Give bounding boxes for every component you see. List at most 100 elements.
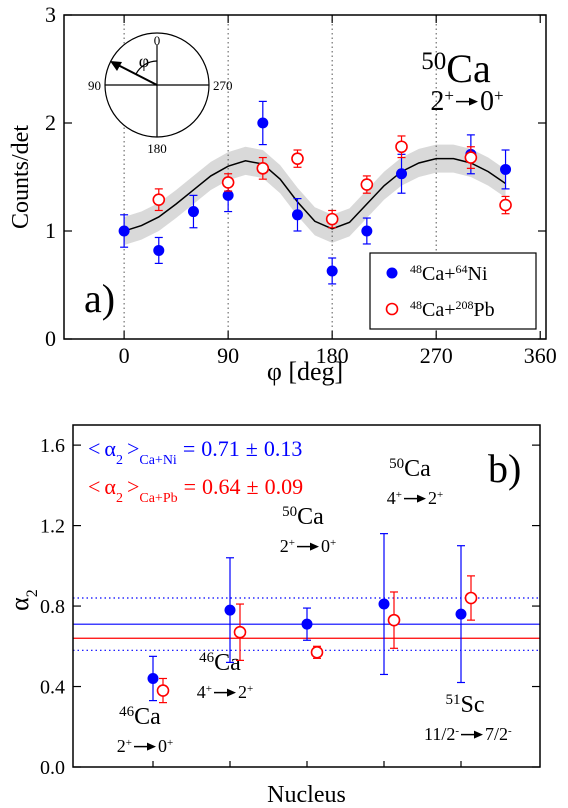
inset-arrowhead bbox=[110, 61, 122, 71]
transition-initial-part: + bbox=[396, 489, 402, 501]
x-tick-label: 360 bbox=[524, 343, 557, 368]
transition-final-part: 0 bbox=[321, 536, 330, 556]
average-label-part: > bbox=[127, 436, 139, 461]
x-tick-label: 180 bbox=[316, 343, 349, 368]
transition-initial-part: 2 bbox=[430, 86, 444, 117]
average-label-part: ± bbox=[246, 436, 258, 461]
average-label-part: < bbox=[88, 474, 100, 499]
transition-initial: 2+ bbox=[430, 86, 454, 118]
arrow-head bbox=[469, 97, 478, 106]
legend-label-part: Pb bbox=[474, 299, 495, 321]
data-point bbox=[361, 225, 373, 237]
data-point bbox=[291, 152, 304, 165]
transition-initial: 4+ bbox=[387, 488, 402, 508]
y-tick-label: 3 bbox=[45, 2, 56, 27]
nucleus-label: 51Sc bbox=[446, 692, 485, 718]
average-label-part: 0.64 bbox=[202, 474, 241, 499]
average-label-part: α bbox=[104, 474, 116, 499]
data-point bbox=[156, 684, 170, 697]
transition-initial-part: 2 bbox=[117, 736, 126, 756]
data-point bbox=[455, 608, 467, 620]
transition-initial-part: 4 bbox=[387, 488, 396, 508]
nucleus-label-part: 46 bbox=[199, 650, 215, 666]
y-tick-label: 0.8 bbox=[40, 596, 65, 618]
y-tick-label: 1.6 bbox=[40, 435, 65, 457]
data-point bbox=[387, 613, 401, 627]
legend-label-part: Ca+ bbox=[422, 299, 456, 321]
legend-label-part: Ni bbox=[468, 263, 488, 285]
transition-initial-part: + bbox=[289, 537, 295, 549]
fit-band bbox=[124, 144, 506, 246]
transition-initial-part: 2 bbox=[280, 536, 289, 556]
nucleus-label-part: Ca bbox=[297, 504, 324, 530]
legend-label-part: Ca+ bbox=[422, 263, 456, 285]
transition-final-part: + bbox=[437, 489, 443, 501]
legend-label: 48Ca+64Ni bbox=[410, 262, 488, 285]
transition-final-part: + bbox=[494, 86, 504, 105]
arrow-head bbox=[310, 542, 319, 551]
fit-curve bbox=[123, 157, 506, 232]
data-point bbox=[118, 225, 130, 237]
transition-initial-part: + bbox=[444, 86, 454, 105]
nucleus-label: 50Ca bbox=[389, 456, 431, 482]
transition-initial-part: - bbox=[455, 725, 459, 737]
data-point bbox=[233, 625, 247, 639]
data-point bbox=[464, 151, 478, 164]
transition-final-part: 2 bbox=[428, 488, 437, 508]
data-point bbox=[395, 140, 408, 154]
data-point bbox=[187, 206, 199, 218]
average-label-part: 2 bbox=[116, 453, 123, 468]
inset-label: 90 bbox=[88, 78, 101, 93]
y-tick-label: 1.2 bbox=[40, 516, 65, 538]
nucleus-label-part: Ca bbox=[404, 456, 431, 482]
transition-final: 0+ bbox=[158, 736, 173, 756]
average-label-part: Ca+Pb bbox=[139, 491, 177, 506]
average-label: < α2 >Ca+Ni = 0.71 ±0.13 bbox=[88, 436, 302, 468]
data-point bbox=[301, 618, 313, 630]
nucleus-label-part: Sc bbox=[461, 692, 485, 718]
transition-final: 0+ bbox=[480, 86, 504, 118]
data-point bbox=[222, 189, 234, 201]
data-point bbox=[256, 162, 270, 175]
transition-initial: 4+ bbox=[197, 682, 212, 702]
average-label-part: 0.71 bbox=[201, 436, 240, 461]
nucleus-label: 46Ca bbox=[119, 704, 161, 730]
data-point bbox=[147, 672, 159, 684]
transition-final-part: + bbox=[330, 537, 336, 549]
transition-final: 7/2- bbox=[485, 724, 512, 744]
legend-label: 48Ca+208Pb bbox=[410, 298, 495, 321]
arrow-head bbox=[147, 742, 156, 751]
transition-initial-part: 11/2 bbox=[424, 724, 455, 744]
data-point bbox=[153, 244, 165, 256]
data-point bbox=[464, 591, 478, 605]
average-label-part: 0.09 bbox=[265, 474, 304, 499]
y-axis-label: Counts/det bbox=[8, 125, 34, 229]
y-tick-label: 0.4 bbox=[40, 677, 65, 699]
nucleus-label-part: 50 bbox=[421, 48, 446, 75]
transition-initial: 11/2- bbox=[424, 724, 459, 744]
x-axis-label: φ [deg] bbox=[267, 357, 343, 386]
data-point bbox=[221, 176, 235, 189]
nucleus-label: 50Ca bbox=[421, 46, 491, 91]
data-point bbox=[257, 117, 269, 129]
data-point bbox=[499, 198, 512, 212]
x-axis-label: Nucleus bbox=[267, 782, 346, 808]
average-label-part: = bbox=[183, 436, 195, 461]
transition-final: 2+ bbox=[428, 488, 443, 508]
transition-final-part: 0 bbox=[158, 736, 167, 756]
x-tick-label: 90 bbox=[217, 343, 239, 368]
data-point bbox=[326, 265, 338, 277]
data-point bbox=[291, 209, 303, 221]
transition-final-part: + bbox=[247, 683, 253, 695]
arrow-head bbox=[227, 688, 236, 697]
plot-frame bbox=[63, 14, 547, 340]
transition-initial: 2+ bbox=[117, 736, 132, 756]
transition-initial-part: + bbox=[126, 737, 132, 749]
nucleus-label-part: 50 bbox=[389, 456, 404, 472]
data-point bbox=[360, 178, 374, 191]
data-point bbox=[325, 212, 339, 226]
y-axis-label: α2 bbox=[5, 589, 41, 611]
y-tick-label: 2 bbox=[45, 110, 56, 135]
